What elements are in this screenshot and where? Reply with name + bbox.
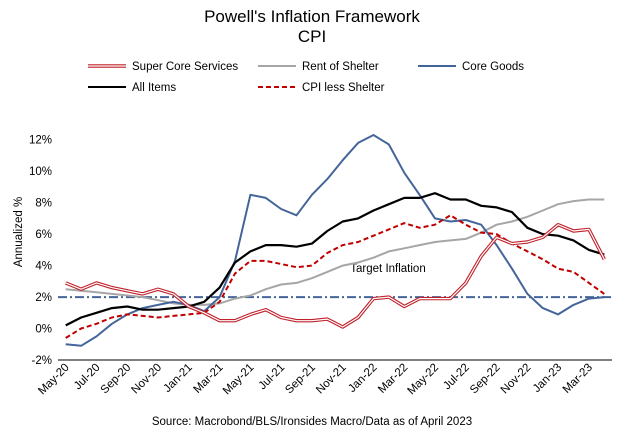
y-tick-label: 12% [29,135,52,147]
y-tick-label: 2% [35,292,52,304]
x-tick-label: Nov-22 [499,362,534,397]
legend-label: Super Core Services [132,61,238,73]
chart-subtitle: CPI [298,27,326,46]
x-tick-label: Mar-21 [191,362,225,396]
x-tick-label: Mar-22 [376,362,410,396]
series-line-rent-of-shelter [65,198,605,306]
y-axis-label: Annualized % [13,197,25,267]
y-tick-label: 8% [35,198,52,210]
x-tick-label: May-22 [406,362,442,398]
legend-item-core-goods: Core Goods [418,61,524,73]
legend-item-all-items: All Items [88,82,176,94]
y-tick-label: 10% [29,166,52,178]
y-tick-label: 0% [35,324,52,336]
legend-item-rent-of-shelter: Rent of Shelter [258,61,379,73]
x-tick-label: Jan-23 [531,362,564,395]
series-line-super-core-services [65,222,606,329]
x-tick-label: Nov-21 [314,362,349,397]
legend-label: CPI less Shelter [302,82,385,94]
y-axis: -2% 0% 2% 4% 6% 8% 10% 12% [29,135,52,367]
x-axis: May-20 Jul-20Sep-20Nov-20Jan-21Mar-21May-… [36,359,612,398]
x-tick-label: May-21 [221,362,257,398]
y-tick-label: -2% [32,355,52,367]
series-line-super-core-services-inner [65,224,605,328]
x-tick-label: Jan-21 [162,362,195,395]
source-note: Source: Macrobond/BLS/Ironsides Macro/Da… [152,416,472,428]
x-tick-label: Sep-20 [99,362,134,397]
series-line-core-goods [65,134,605,347]
target-inflation-reference: Target Inflation [58,263,612,299]
legend-label: Rent of Shelter [302,61,379,73]
legend-label: All Items [132,82,176,94]
y-tick-label: 4% [35,261,52,273]
series-line-all-items [65,192,605,327]
legend: Super Core Services Rent of Shelter Core G… [88,61,524,94]
x-tick-label: Mar-23 [561,362,595,396]
x-tick-label: Sep-22 [468,362,503,397]
chart-title: Powell's Inflation Framework [204,7,420,26]
x-tick-label: Nov-20 [129,362,164,397]
x-tick-label: Sep-21 [283,362,318,397]
legend-label: Core Goods [462,61,524,73]
legend-item-super-core-services: Super Core Services [88,61,238,73]
series-line-cpi-less-shelter [65,214,605,339]
legend-item-cpi-less-shelter: CPI less Shelter [258,82,385,94]
series-lines [65,134,606,347]
x-tick-label: Jan-22 [346,362,379,395]
target-inflation-label: Target Inflation [350,263,425,275]
y-tick-label: 6% [35,229,52,241]
